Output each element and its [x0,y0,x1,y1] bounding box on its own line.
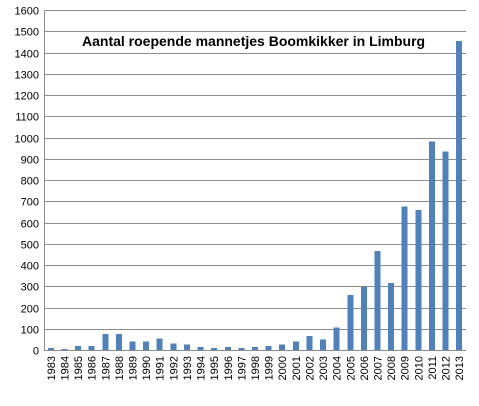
x-tick-label: 2006 [359,356,371,380]
x-tick-label: 2012 [441,356,453,380]
bar-2006 [360,286,367,351]
x-axis-tick-labels: 1983 1984 1985 1986 1987 1988 1989 1990 1991 1992… [46,356,466,380]
bar-2002 [306,336,313,350]
bar-1998 [252,346,258,350]
y-tick-label: 1300 [15,70,39,82]
bar-1994 [197,346,204,350]
x-tick-label: 2003 [318,356,330,380]
x-tick-label: 1984 [59,356,71,380]
y-tick-label: 700 [21,197,39,209]
y-tick-label: 100 [21,325,39,337]
bar-1987 [102,334,109,350]
bar-2011 [429,141,435,350]
bar-1988 [115,334,122,350]
bar-2012 [442,151,449,350]
y-tick-label: 400 [21,261,39,273]
x-tick-label: 1989 [127,356,139,380]
bar-2000 [279,344,286,350]
bar-2010 [415,209,422,351]
bar-2008 [388,283,395,350]
x-tick-label: 1994 [196,356,208,380]
x-tick-label: 1983 [46,356,58,380]
y-tick-label: 1200 [15,91,39,103]
x-tick-label: 1988 [114,356,126,380]
y-tick-label: 1400 [15,49,39,61]
y-tick-label: 300 [21,282,39,294]
bar-2009 [401,206,408,350]
bar-1990 [143,341,150,350]
bar-2007 [374,251,381,350]
x-tick-label: 2001 [291,356,303,380]
bar-2013 [456,40,463,351]
y-tick-label: 800 [21,176,39,188]
x-tick-label: 2005 [345,356,357,380]
chart-title: Aantal roepende mannetjes Boomkikker in … [82,33,425,49]
x-tick-label: 1996 [223,356,235,380]
x-tick-label: 2011 [427,356,439,380]
x-tick-label: 2010 [413,356,425,380]
bar-1983 [47,347,54,350]
gridlines [44,10,466,351]
y-tick-label: 1500 [15,27,39,39]
x-tick-label: 1997 [236,356,248,380]
bar-2003 [320,339,327,350]
bar-2005 [347,294,354,351]
x-tick-label: 2002 [304,356,316,380]
x-tick-label: 1991 [155,356,167,380]
x-tick-label: 2013 [454,356,466,380]
x-tick-label: 2007 [373,356,385,380]
x-tick-label: 2009 [400,356,412,380]
x-tick-label: 2004 [332,356,344,380]
x-tick-label: 1990 [141,356,153,380]
bar-1985 [75,345,81,351]
x-tick-label: 2000 [277,356,289,380]
y-tick-label: 0 [33,346,39,358]
x-tick-label: 1993 [182,356,194,380]
x-tick-label: 1987 [100,356,112,380]
bar-1986 [88,345,95,351]
x-tick-label: 1986 [87,356,99,380]
y-tick-label: 600 [21,219,39,231]
y-tick-label: 1000 [15,134,39,146]
bar-1984 [61,348,68,350]
y-axis-tick-labels: 0 100 200 300 400 500 600 700 800 900 1000 1100 1200… [15,6,39,358]
bar-1997 [238,347,245,350]
y-tick-label: 1600 [15,6,39,18]
x-tick-label: 1995 [209,356,221,380]
bar-1993 [183,344,190,350]
bar-2001 [292,341,299,350]
bar-2004 [333,327,340,350]
bars [47,40,463,351]
bar-1992 [170,343,177,350]
x-tick-label: 1998 [250,356,262,380]
x-tick-label: 2008 [386,356,398,380]
y-tick-label: 1100 [15,112,39,124]
bar-1991 [156,338,163,350]
bar-1989 [129,341,136,350]
bar-1995 [211,347,218,350]
x-tick-label: 1992 [168,356,180,380]
bar-1999 [265,345,272,351]
x-tick-label: 1999 [264,356,276,380]
bar-1996 [224,346,231,350]
x-tick-label: 1985 [73,356,85,380]
y-tick-label: 500 [21,240,39,252]
y-tick-label: 900 [21,155,39,167]
y-tick-label: 200 [21,304,39,316]
